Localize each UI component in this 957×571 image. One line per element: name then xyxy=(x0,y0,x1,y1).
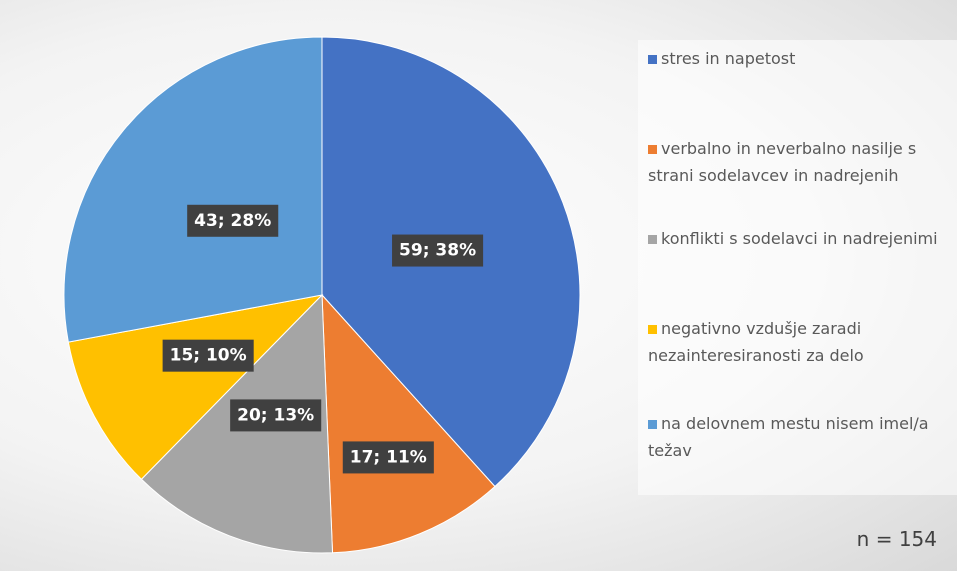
data-label: 20; 13% xyxy=(230,399,322,432)
annotation: n = 154 xyxy=(856,527,937,551)
data-label-box xyxy=(187,204,279,237)
legend-item: verbalno in neverbalno nasilje s strani … xyxy=(648,135,953,189)
legend-item: na delovnem mestu nisem imel/a težav xyxy=(648,410,953,464)
legend-label: na delovnem mestu nisem imel/a težav xyxy=(648,414,929,460)
data-label-box xyxy=(392,234,484,267)
data-label-box xyxy=(230,399,322,432)
data-label: 43; 28% xyxy=(187,204,279,237)
data-label: 59; 38% xyxy=(392,234,484,267)
legend-label: stres in napetost xyxy=(661,49,796,68)
legend-swatch xyxy=(648,55,657,64)
pie-slice xyxy=(67,294,324,480)
legend-item: konflikti s sodelavci in nadrejenimi xyxy=(648,225,953,252)
legend-swatch xyxy=(648,325,657,334)
data-label: 17; 11% xyxy=(342,441,434,474)
data-label-text: 20; 13% xyxy=(237,405,314,425)
legend-label: negativno vzdušje zaradi nezainteresiran… xyxy=(648,319,864,365)
pie-slice xyxy=(63,36,323,343)
data-label: 15; 10% xyxy=(162,339,254,372)
data-label-text: 43; 28% xyxy=(194,211,271,231)
legend: stres in napetost verbalno in neverbalno … xyxy=(638,40,957,495)
data-label-text: 17; 11% xyxy=(350,447,427,467)
data-label-box xyxy=(342,441,434,474)
data-label-text: 59; 38% xyxy=(399,241,476,261)
legend-label: verbalno in neverbalno nasilje s strani … xyxy=(648,139,917,185)
legend-item: negativno vzdušje zaradi nezainteresiran… xyxy=(648,315,953,369)
data-label-box xyxy=(162,339,254,372)
legend-swatch xyxy=(648,235,657,244)
pie-slice xyxy=(321,293,496,554)
legend-swatch xyxy=(648,420,657,429)
legend-label: konflikti s sodelavci in nadrejenimi xyxy=(661,229,938,248)
data-label-text: 15; 10% xyxy=(170,346,247,366)
legend-item: stres in napetost xyxy=(648,45,953,72)
legend-swatch xyxy=(648,145,657,154)
